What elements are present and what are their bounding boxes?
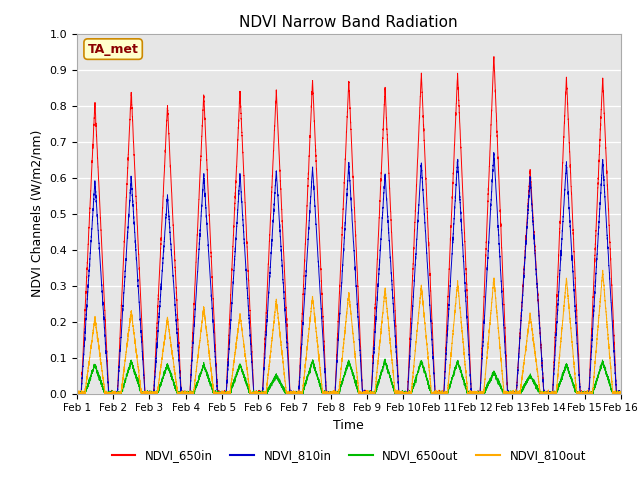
NDVI_810in xyxy=(501,347,509,353)
NDVI_650out xyxy=(73,391,81,396)
NDVI_810in xyxy=(184,391,191,396)
NDVI_810in xyxy=(276,236,284,242)
NDVI_810out xyxy=(424,352,431,358)
NDVI_650out xyxy=(424,382,431,387)
NDVI_810in xyxy=(424,268,431,274)
NDVI_810out xyxy=(189,390,197,396)
X-axis label: Time: Time xyxy=(333,419,364,432)
Legend: NDVI_650in, NDVI_810in, NDVI_650out, NDVI_810out: NDVI_650in, NDVI_810in, NDVI_650out, NDV… xyxy=(107,444,591,467)
Line: NDVI_810out: NDVI_810out xyxy=(77,270,621,394)
NDVI_650out xyxy=(276,381,284,387)
NDVI_650in xyxy=(615,391,623,396)
NDVI_810out xyxy=(501,391,509,396)
NDVI_650in xyxy=(501,330,509,336)
Y-axis label: NDVI Channels (W/m2/nm): NDVI Channels (W/m2/nm) xyxy=(31,130,44,297)
NDVI_650in xyxy=(189,321,197,326)
NDVI_810out xyxy=(74,391,81,396)
Title: NDVI Narrow Band Radiation: NDVI Narrow Band Radiation xyxy=(239,15,458,30)
NDVI_650in xyxy=(424,222,431,228)
NDVI_810in xyxy=(490,150,498,156)
NDVI_650in xyxy=(73,391,81,396)
NDVI_810out xyxy=(276,336,284,342)
NDVI_650out xyxy=(189,388,197,394)
NDVI_650out xyxy=(617,390,625,396)
Line: NDVI_810in: NDVI_810in xyxy=(77,153,621,394)
NDVI_650in xyxy=(617,391,625,396)
NDVI_810in xyxy=(73,391,81,396)
NDVI_810out xyxy=(599,267,607,273)
NDVI_650out xyxy=(184,391,191,396)
NDVI_650in xyxy=(276,180,284,186)
NDVI_650in xyxy=(184,389,191,395)
NDVI_810out xyxy=(617,391,625,396)
NDVI_810out xyxy=(73,390,81,396)
NDVI_650in xyxy=(73,390,81,396)
NDVI_810in xyxy=(189,339,197,345)
NDVI_810out xyxy=(184,391,191,396)
NDVI_810in xyxy=(617,391,625,396)
NDVI_650out xyxy=(501,390,509,396)
NDVI_810in xyxy=(73,389,81,395)
NDVI_810out xyxy=(615,391,623,396)
Line: NDVI_650in: NDVI_650in xyxy=(77,57,621,394)
NDVI_650in xyxy=(490,54,498,60)
Line: NDVI_650out: NDVI_650out xyxy=(77,359,621,394)
NDVI_650out xyxy=(615,390,623,396)
NDVI_650out xyxy=(381,356,389,362)
NDVI_810in xyxy=(615,390,623,396)
Text: TA_met: TA_met xyxy=(88,43,138,56)
